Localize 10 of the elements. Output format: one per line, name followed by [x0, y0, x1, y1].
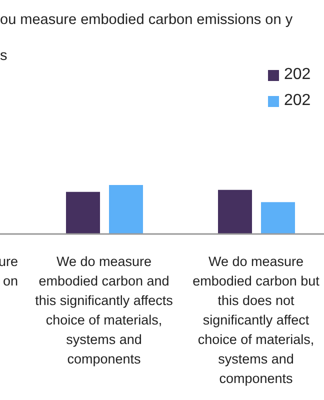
legend-label: 202	[284, 92, 311, 110]
chart-subtitle: s	[0, 48, 8, 64]
bar	[66, 192, 100, 234]
bar	[261, 202, 295, 234]
bar	[109, 185, 143, 234]
x-tick-label: We do measure embodied carbon and this significantly affects choice of materials, systems and components	[35, 254, 174, 366]
legend-label: 202	[284, 66, 311, 84]
chart-title: ou measure embodied carbon emissions on y	[0, 12, 293, 28]
bar	[218, 190, 252, 234]
x-tick-label: We do measure embodied carbon but this does not significantly affect choice of materials, systems and components	[192, 254, 320, 386]
